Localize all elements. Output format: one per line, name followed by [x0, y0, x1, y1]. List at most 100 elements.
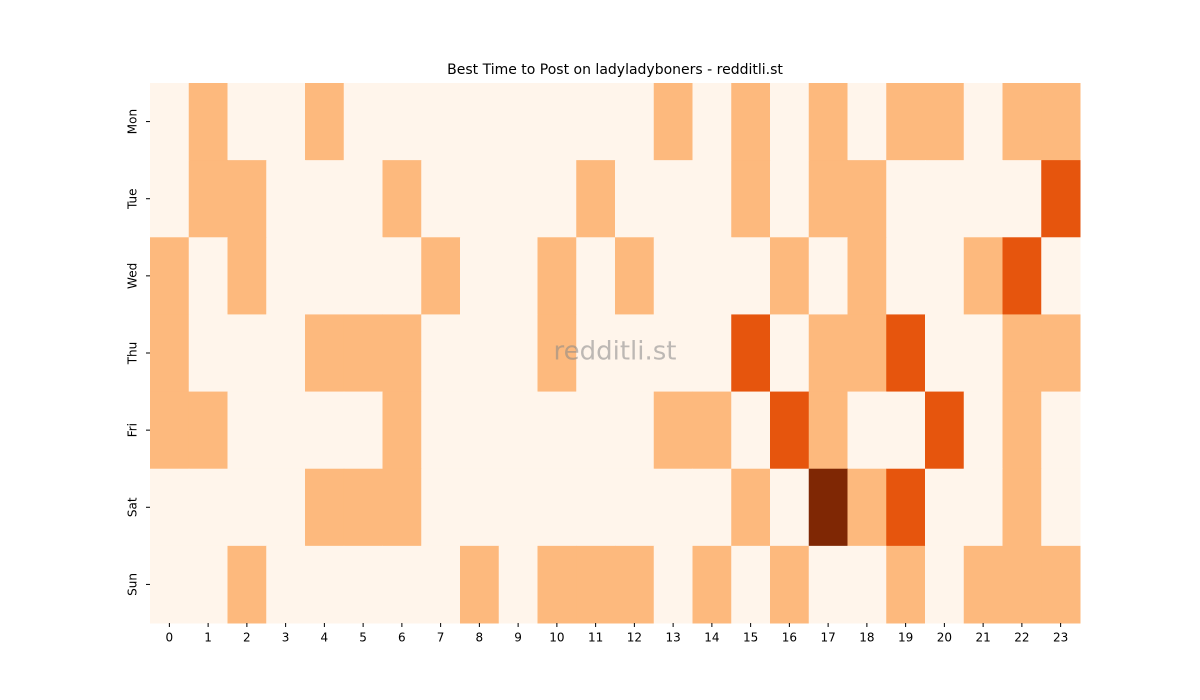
- heat-cell: [382, 83, 422, 161]
- y-tick-label: Fri: [126, 423, 140, 437]
- x-tick-label: 18: [859, 631, 874, 645]
- heat-cell: [925, 468, 965, 547]
- heat-cell: [305, 237, 345, 315]
- x-tick-label: 11: [588, 631, 603, 645]
- heat-cell: [1041, 468, 1081, 547]
- heat-cell: [421, 391, 461, 470]
- heat-cell: [266, 237, 306, 315]
- x-tick-label: 20: [937, 631, 952, 645]
- heat-cell: [382, 237, 422, 315]
- heat-cell: [266, 314, 306, 393]
- heat-cell: [188, 83, 228, 161]
- heat-cell: [770, 391, 810, 470]
- heat-cell: [343, 545, 383, 624]
- x-tick-label: 7: [437, 631, 445, 645]
- heat-cell: [150, 314, 190, 393]
- heat-cell: [266, 391, 306, 470]
- heat-cell: [460, 237, 500, 315]
- x-tick-label: 3: [282, 631, 290, 645]
- y-tick-label: Thu: [126, 342, 140, 366]
- heat-cell: [925, 83, 965, 161]
- heat-cell: [808, 237, 848, 315]
- heat-cell: [150, 160, 190, 238]
- heat-cell: [537, 545, 577, 624]
- heat-cell: [421, 468, 461, 547]
- heat-cell: [266, 160, 306, 238]
- heat-cell: [460, 160, 500, 238]
- heat-cell: [615, 314, 655, 393]
- heat-cell: [615, 391, 655, 470]
- heat-cell: [963, 545, 1003, 624]
- heat-cell: [227, 83, 267, 161]
- heat-cell: [343, 237, 383, 315]
- heat-cell: [731, 468, 771, 547]
- heat-cell: [382, 314, 422, 393]
- heat-cell: [963, 160, 1003, 238]
- heat-cell: [576, 83, 616, 161]
- heat-cell: [731, 391, 771, 470]
- heat-cell: [498, 545, 538, 624]
- heat-cell: [537, 160, 577, 238]
- x-tick-label: 17: [820, 631, 835, 645]
- heat-cell: [808, 545, 848, 624]
- heat-cell: [460, 545, 500, 624]
- heat-cell: [1041, 545, 1081, 624]
- heat-cell: [227, 160, 267, 238]
- x-tick-label: 4: [321, 631, 329, 645]
- heat-cell: [653, 237, 693, 315]
- heat-cell: [498, 237, 538, 315]
- heat-cell: [886, 83, 926, 161]
- heat-cell: [227, 314, 267, 393]
- heat-cell: [576, 237, 616, 315]
- heat-cell: [460, 83, 500, 161]
- x-tick-label: 6: [398, 631, 406, 645]
- heat-cell: [305, 160, 345, 238]
- heat-cell: [963, 468, 1003, 547]
- heat-cell: [343, 160, 383, 238]
- heat-cell: [770, 314, 810, 393]
- heat-cell: [576, 160, 616, 238]
- heat-cell: [886, 237, 926, 315]
- x-tick-label: 15: [743, 631, 758, 645]
- heat-cell: [382, 160, 422, 238]
- y-tick-label: Sat: [126, 497, 140, 517]
- heat-cell: [150, 545, 190, 624]
- heat-cell: [305, 391, 345, 470]
- heat-cell: [227, 237, 267, 315]
- heat-cell: [460, 391, 500, 470]
- heat-cell: [770, 160, 810, 238]
- heat-cell: [188, 545, 228, 624]
- heat-cell: [653, 83, 693, 161]
- x-tick-label: 1: [204, 631, 212, 645]
- heat-cell: [731, 545, 771, 624]
- x-tick-label: 16: [782, 631, 797, 645]
- heat-cell: [886, 160, 926, 238]
- x-tick-label: 0: [166, 631, 174, 645]
- x-tick-label: 2: [243, 631, 251, 645]
- heat-cell: [963, 314, 1003, 393]
- y-tick-label: Mon: [126, 109, 140, 134]
- heat-cell: [925, 545, 965, 624]
- heat-cell: [150, 468, 190, 547]
- heat-cell: [227, 545, 267, 624]
- heat-cell: [188, 160, 228, 238]
- heat-cell: [731, 314, 771, 393]
- heat-cell: [963, 391, 1003, 470]
- heat-cell: [1002, 314, 1042, 393]
- heat-cell: [1002, 160, 1042, 238]
- heat-cell: [537, 237, 577, 315]
- heat-cell: [692, 545, 732, 624]
- heat-cell: [498, 83, 538, 161]
- heat-cell: [498, 160, 538, 238]
- heat-cell: [925, 237, 965, 315]
- x-tick-label: 22: [1014, 631, 1029, 645]
- heat-cell: [227, 391, 267, 470]
- heat-cell: [421, 237, 461, 315]
- x-tick-label: 5: [359, 631, 367, 645]
- heat-cell: [925, 314, 965, 393]
- heat-cell: [808, 391, 848, 470]
- heat-cell: [227, 468, 267, 547]
- heat-cell: [963, 83, 1003, 161]
- heat-cell: [731, 83, 771, 161]
- heat-cell: [847, 391, 887, 470]
